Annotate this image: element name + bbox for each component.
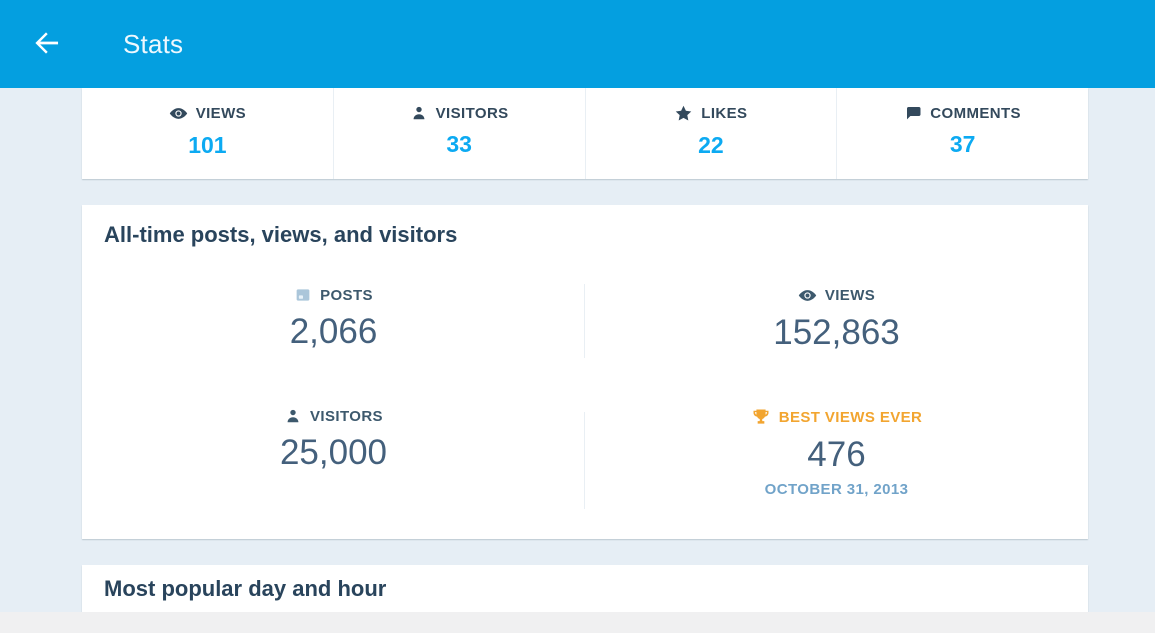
eye-icon xyxy=(798,286,817,305)
divider xyxy=(584,412,585,509)
alltime-stats-card: All-time posts, views, and visitors POST… xyxy=(82,205,1088,539)
summary-item-likes[interactable]: LIKES 22 xyxy=(586,88,838,179)
summary-label: COMMENTS xyxy=(930,104,1021,122)
summary-value: 22 xyxy=(698,132,724,158)
alltime-views: VIEWS 152,863 xyxy=(585,286,1088,353)
popular-day-hour-card: Most popular day and hour xyxy=(82,565,1088,612)
stat-label: VISITORS xyxy=(310,407,383,425)
stat-value: 476 xyxy=(807,435,866,474)
person-icon xyxy=(284,407,302,425)
stat-label: VIEWS xyxy=(824,287,876,304)
trophy-icon xyxy=(751,407,771,427)
summary-value: 101 xyxy=(188,132,227,158)
best-views-date: OCTOBER 31, 2013 xyxy=(764,481,909,498)
divider xyxy=(584,284,585,358)
alltime-best-views: BEST VIEWS EVER 476 OCTOBER 31, 2013 xyxy=(585,407,1088,498)
posts-icon xyxy=(294,286,312,304)
summary-item-visitors[interactable]: VISITORS 33 xyxy=(334,88,586,179)
eye-icon xyxy=(169,104,188,123)
bottom-strip xyxy=(0,612,1155,633)
summary-label: VISITORS xyxy=(435,104,509,122)
summary-item-views[interactable]: VIEWS 101 xyxy=(82,88,334,179)
app-header: Stats xyxy=(0,0,1155,88)
arrow-left-icon xyxy=(29,26,63,63)
stat-label: BEST VIEWS EVER xyxy=(778,408,923,426)
stat-value: 25,000 xyxy=(279,433,388,472)
alltime-visitors: VISITORS 25,000 xyxy=(82,407,585,498)
back-button[interactable] xyxy=(27,25,65,63)
star-icon xyxy=(674,104,693,123)
summary-label: VIEWS xyxy=(195,105,247,122)
alltime-posts: POSTS 2,066 xyxy=(82,286,585,353)
stat-label: POSTS xyxy=(320,286,373,304)
person-icon xyxy=(410,104,428,122)
summary-value: 37 xyxy=(949,131,976,157)
comment-icon xyxy=(904,104,922,122)
summary-label: LIKES xyxy=(701,105,748,122)
stat-value: 2,066 xyxy=(289,312,378,351)
summary-item-comments[interactable]: COMMENTS 37 xyxy=(837,88,1088,179)
summary-value: 33 xyxy=(446,131,472,157)
summary-stats-row: VIEWS 101 VISITORS 33 LIKES 22 COMMENTS … xyxy=(82,88,1088,179)
page-title: Stats xyxy=(123,28,184,59)
stat-value: 152,863 xyxy=(773,313,900,352)
alltime-card-title: All-time posts, views, and visitors xyxy=(104,222,458,247)
popular-card-title: Most popular day and hour xyxy=(104,576,387,601)
